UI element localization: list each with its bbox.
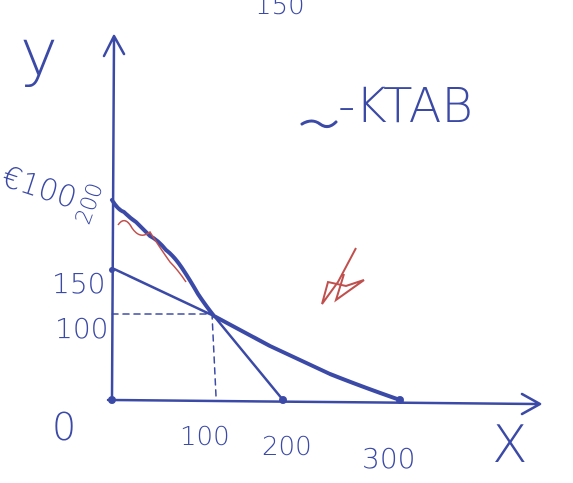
dot [396, 396, 404, 404]
sketch: y 150 -KTAB €100 200 150 100 0 100 200 3… [0, 0, 573, 483]
legend-label: -KTAB [338, 78, 473, 134]
x-axis-label: X [492, 415, 528, 475]
x-tick-label: 100 [180, 422, 230, 452]
top-note: 150 [255, 0, 305, 21]
x-tick-label: 200 [262, 432, 312, 462]
y-axis-label: y [20, 17, 58, 91]
origin-label: 0 [52, 405, 76, 449]
y-tick-label: 150 [52, 267, 105, 300]
dot [108, 396, 116, 404]
dot [279, 396, 287, 404]
background [0, 0, 573, 483]
dot [109, 267, 115, 273]
x-tick-label: 300 [362, 442, 415, 475]
y-tick-label: 100 [55, 312, 108, 345]
